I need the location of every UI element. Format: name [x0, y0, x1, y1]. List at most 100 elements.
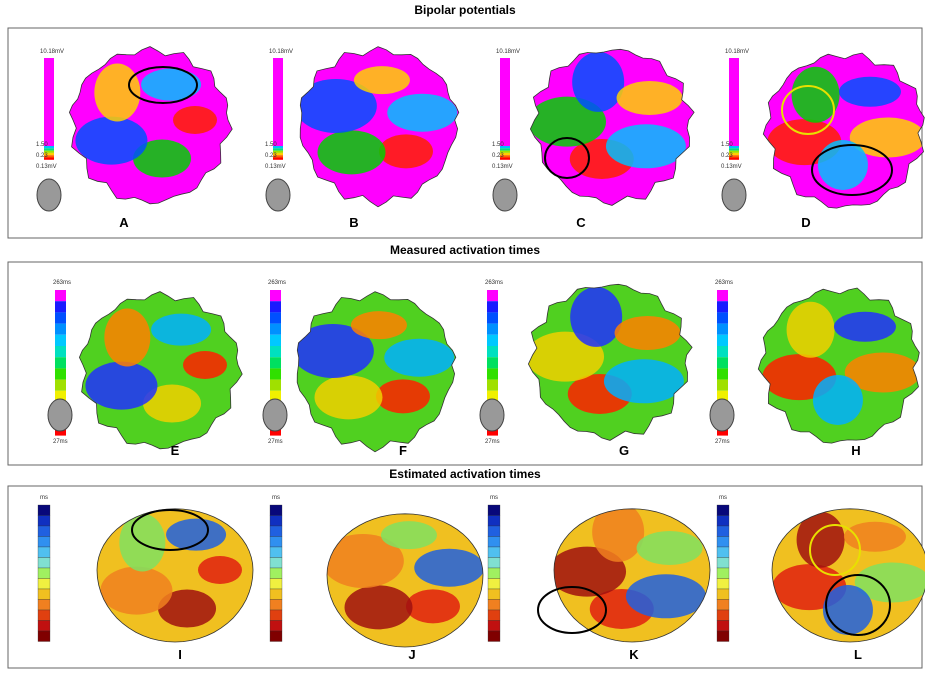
colorbar-band	[488, 621, 500, 632]
colorbar-band	[729, 148, 739, 150]
colorbar-band	[270, 516, 282, 527]
map-patch	[151, 314, 211, 346]
colorbar-band	[487, 335, 498, 346]
colorbar-band	[717, 346, 728, 357]
colorbar-band	[38, 589, 50, 600]
colorbar	[500, 58, 510, 146]
map-patch	[787, 302, 835, 358]
map-patch	[381, 521, 437, 549]
colorbar-band	[488, 568, 500, 579]
heart-map	[70, 270, 250, 460]
colorbar-band	[270, 631, 282, 642]
colorbar-band	[717, 610, 729, 621]
colorbar-band	[488, 579, 500, 590]
heart-icon	[493, 179, 517, 211]
colorbar-band	[717, 380, 728, 391]
colorbar-band	[488, 589, 500, 600]
heart-map	[750, 265, 925, 455]
colorbar-band	[717, 312, 728, 323]
map-patch	[75, 117, 147, 165]
colorbar-band	[717, 301, 728, 312]
panel-label: D	[801, 215, 810, 230]
section-title: Bipolar potentials	[414, 3, 516, 17]
scale-label: 0.23	[36, 153, 48, 159]
scale-label: 0.23	[265, 153, 277, 159]
panel-label: C	[576, 215, 586, 230]
panel-label: L	[854, 647, 862, 662]
scale-label: 1.50	[492, 142, 504, 148]
heart-icon	[722, 179, 746, 211]
heart-icon	[266, 179, 290, 211]
colorbar-band	[38, 526, 50, 537]
heart-icon	[37, 179, 61, 211]
colorbar-band	[488, 547, 500, 558]
colorbar-band	[270, 312, 281, 323]
heart-map	[85, 475, 265, 665]
scale-label: 1.50	[36, 142, 48, 148]
colorbar-band	[38, 579, 50, 590]
scale-label: 263ms	[715, 280, 733, 286]
map-patch	[166, 519, 226, 551]
map-patch	[141, 69, 201, 101]
panel-label: F	[399, 443, 407, 458]
scale-label: 0.23	[721, 153, 733, 159]
colorbar-band	[55, 324, 66, 335]
map-patch	[606, 124, 686, 168]
colorbar-band	[717, 558, 729, 569]
heart-icon	[263, 399, 287, 431]
scale-label: 1.50	[265, 142, 277, 148]
colorbar-band	[38, 621, 50, 632]
heart-map	[542, 475, 722, 665]
scale-label: ms	[272, 495, 280, 501]
colorbar-band	[270, 600, 282, 611]
scale-label: 1.50	[721, 142, 733, 148]
map-patch	[839, 77, 901, 107]
map-patch	[818, 140, 868, 190]
colorbar-band	[38, 631, 50, 642]
map-patch	[198, 556, 242, 584]
colorbar-band	[487, 368, 498, 379]
colorbar-band	[717, 335, 728, 346]
scale-label: 27ms	[485, 439, 500, 445]
map-patch	[572, 52, 624, 112]
colorbar-band	[38, 516, 50, 527]
colorbar-band	[487, 290, 498, 301]
colorbar	[44, 58, 54, 146]
scale-label: 10.18mV	[269, 49, 293, 55]
colorbar-band	[270, 568, 282, 579]
scale-label: 263ms	[53, 280, 71, 286]
scale-label: 0.13mV	[492, 164, 513, 170]
colorbar-band	[55, 380, 66, 391]
map-patch	[387, 94, 457, 132]
map-patch	[570, 287, 622, 347]
colorbar-band	[55, 335, 66, 346]
scale-label: 10.18mV	[40, 49, 64, 55]
colorbar-band	[487, 324, 498, 335]
colorbar-band	[488, 505, 500, 516]
colorbar-band	[717, 368, 728, 379]
map-patch	[183, 351, 227, 379]
heart-icon	[710, 399, 734, 431]
map-patch	[414, 549, 484, 587]
colorbar-band	[270, 380, 281, 391]
map-patch	[617, 81, 683, 115]
panel-label: J	[408, 647, 415, 662]
map-patch	[100, 567, 172, 615]
heart-map	[285, 270, 465, 460]
map-patch	[813, 375, 863, 425]
colorbar-band	[270, 346, 281, 357]
colorbar-band	[717, 290, 728, 301]
panel-label: A	[119, 215, 129, 230]
colorbar-band	[488, 610, 500, 621]
map-patch	[315, 375, 383, 419]
colorbar-band	[487, 346, 498, 357]
scale-label: ms	[490, 495, 498, 501]
colorbar-band	[717, 357, 728, 368]
colorbar-band	[38, 537, 50, 548]
colorbar-band	[55, 368, 66, 379]
scale-label: 27ms	[53, 439, 68, 445]
colorbar-band	[717, 505, 729, 516]
colorbar-band	[717, 324, 728, 335]
colorbar-band	[717, 537, 729, 548]
map-patch	[351, 311, 407, 339]
